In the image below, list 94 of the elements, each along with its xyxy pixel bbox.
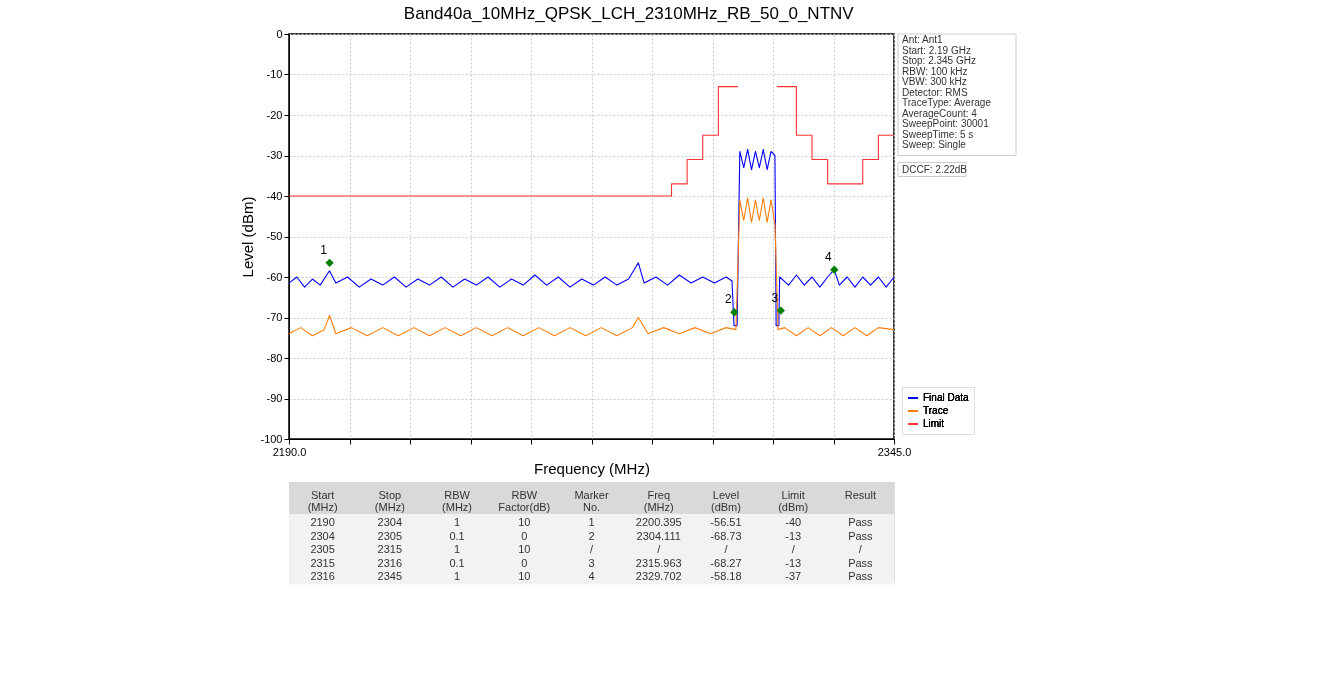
text: -40 — [785, 516, 802, 528]
text: Result — [844, 489, 876, 501]
text: 3 — [588, 556, 595, 569]
text: SweepPoint: 30001 — [902, 118, 990, 129]
text: -68.73 — [710, 529, 742, 542]
text: -68.27 — [710, 556, 742, 569]
y-tick-label: -100 — [260, 432, 283, 445]
text: -13 — [785, 556, 802, 569]
text: RBW (MHz) — [442, 489, 473, 513]
text: Pass — [848, 556, 874, 569]
text: 2345 — [377, 570, 403, 582]
text: 2315 — [377, 543, 403, 555]
text: 0 — [521, 529, 528, 542]
text: 10 — [518, 516, 531, 528]
text: Stop: 2.345 GHz — [902, 55, 976, 66]
line-series — [288, 148, 895, 327]
y-tick-label: -30 — [266, 149, 283, 161]
y-tick-label: 0 — [276, 27, 283, 40]
text: 2316 — [310, 570, 335, 582]
text: Start (MHz) — [307, 489, 338, 513]
text: 2329.702 — [635, 570, 682, 582]
y-tick-label: -50 — [266, 230, 283, 242]
text: Stop (MHz) — [374, 489, 405, 513]
text: 2315.963 — [635, 556, 682, 569]
text: RBW Factor(dB) — [498, 489, 551, 513]
y-tick-label: -20 — [266, 108, 283, 121]
text: 1 — [453, 570, 461, 582]
text: 2305 — [310, 543, 335, 555]
x-tick-label: 2190.0 — [272, 445, 307, 458]
y-tick-label: -60 — [266, 270, 283, 283]
text: 2200.395 — [635, 516, 682, 528]
point — [776, 306, 785, 315]
text: -56.51 — [710, 516, 742, 528]
annotation: 2 — [725, 292, 733, 307]
text: 1 — [453, 516, 461, 528]
text: 2304 — [310, 529, 335, 542]
x-axis-title: Frequency (MHz) — [534, 459, 650, 477]
text: 2305 — [377, 529, 403, 542]
chart-title: Band40a_10MHz_QPSK_LCH_2310MHz_RB_50_0_NTNV — [403, 4, 855, 24]
text: 2304 — [377, 516, 403, 528]
text: -58.18 — [710, 570, 742, 582]
text: / — [791, 543, 796, 555]
text: Pass — [848, 570, 874, 582]
text: 0 — [521, 556, 528, 569]
y-tick-label: -80 — [266, 351, 283, 364]
text: Detector: RMS — [902, 86, 968, 98]
text: 0.1 — [449, 556, 465, 569]
y-tick-label: -90 — [266, 392, 283, 404]
text: Pass — [848, 516, 874, 528]
text: / — [858, 543, 863, 555]
y-tick-label: -10 — [266, 68, 283, 80]
text: Freq (MHz) — [643, 489, 674, 513]
annotation: 4 — [824, 249, 832, 264]
text: Limit (dBm) — [778, 489, 809, 513]
text: 4 — [588, 570, 595, 582]
text: 2 — [588, 529, 595, 542]
text: 1 — [588, 516, 595, 528]
text: Marker No. — [574, 489, 609, 513]
y-tick-label: -70 — [266, 311, 283, 323]
text: TraceType: Average — [902, 97, 992, 108]
text: DCCF: 2.22dB — [902, 163, 968, 175]
line-series — [288, 197, 895, 337]
y-axis-title: Level (dBm) — [239, 196, 257, 278]
text: SweepTime: 5 s — [902, 128, 974, 140]
text: / — [724, 543, 729, 555]
legend-label: Trace — [923, 405, 949, 416]
text: -37 — [785, 570, 802, 582]
text: 2316 — [377, 556, 403, 569]
text: 2190 — [310, 516, 335, 528]
text: -13 — [785, 529, 802, 542]
text: / — [589, 543, 594, 555]
text: / — [657, 543, 662, 555]
legend-label: Final Data — [923, 392, 970, 403]
point — [830, 265, 839, 274]
y-tick-label: -40 — [266, 189, 283, 202]
text: 10 — [518, 570, 531, 582]
text: 2315 — [310, 556, 335, 569]
point — [730, 308, 739, 317]
text: Sweep: Single — [902, 139, 967, 150]
text: RBW: 100 kHz — [902, 65, 968, 77]
text: 2304.111 — [636, 529, 681, 542]
text: Level (dBm) — [710, 489, 741, 513]
legend-label: Limit — [923, 418, 945, 429]
text: Pass — [848, 529, 874, 542]
text: Start: 2.19 GHz — [902, 44, 971, 56]
annotation: 1 — [320, 242, 328, 257]
point — [325, 258, 334, 268]
text: VBW: 300 kHz — [902, 76, 967, 87]
text: 10 — [518, 543, 531, 555]
text: Ant: Ant1 — [902, 34, 944, 45]
text: 0.1 — [449, 529, 465, 542]
x-tick-label: 2345.0 — [877, 445, 912, 458]
text: AverageCount: 4 — [902, 107, 978, 119]
text: 1 — [453, 543, 461, 555]
